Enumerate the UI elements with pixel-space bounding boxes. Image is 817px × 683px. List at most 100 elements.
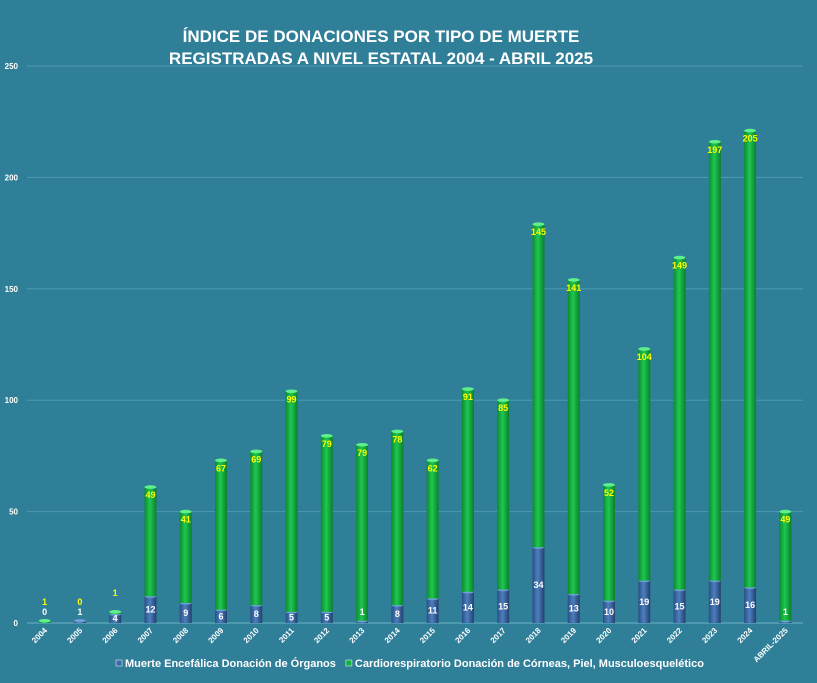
bar-muerte-encefalica (532, 547, 545, 623)
data-label-cardiorespiratorio: 79 (357, 448, 367, 458)
bar-muerte-encefalica (215, 609, 227, 623)
bar-muerte-encefalica (144, 596, 157, 623)
data-label-muerte-encefalica: 15 (498, 601, 508, 611)
data-label-cardiorespiratorio: 145 (531, 227, 546, 237)
data-label-cardiorespiratorio: 49 (780, 515, 790, 525)
x-tick-label: 2024 (736, 626, 755, 645)
bar-cap-cardiorespiratorio (532, 222, 545, 226)
bar-cardiorespiratorio (497, 400, 510, 590)
bar-cardiorespiratorio (320, 435, 333, 612)
data-label-muerte-encefalica: 5 (289, 612, 294, 622)
x-tick-label: 2016 (453, 626, 472, 645)
bar-cardiorespiratorio (673, 257, 686, 590)
bar-cap-cardiorespiratorio (603, 483, 615, 487)
y-tick-label: 0 (14, 619, 19, 628)
bar-cardiorespiratorio (603, 484, 615, 601)
data-label-cardiorespiratorio: 0 (77, 597, 82, 607)
data-label-cardiorespiratorio: 67 (216, 463, 226, 473)
data-label-muerte-encefalica: 0 (42, 607, 47, 617)
x-tick-label: 2018 (524, 626, 543, 645)
x-tick-label: 2004 (30, 626, 49, 645)
bar-cardiorespiratorio (285, 391, 298, 612)
bar-cap-cardiorespiratorio (285, 389, 298, 394)
data-label-cardiorespiratorio: 91 (463, 392, 473, 402)
bar-cardiorespiratorio (638, 348, 651, 581)
chart-title-line-1: ÍNDICE DE DONACIONES POR TIPO DE MUERTE (183, 27, 580, 46)
bar-cardiorespiratorio (426, 460, 439, 599)
bar-cap-cardiorespiratorio (638, 347, 651, 351)
bar-muerte-encefalica (673, 589, 686, 623)
y-tick-label: 200 (5, 173, 19, 182)
x-tick-label: 2017 (489, 626, 508, 645)
x-tick-label: 2013 (348, 626, 367, 645)
x-tick-label: 2022 (665, 626, 684, 645)
bar-muerte-encefalica (497, 589, 510, 623)
bar-muerte-encefalica (603, 600, 615, 623)
legend: Muerte Encefálica Donación de Órganos Car… (115, 657, 704, 670)
data-label-cardiorespiratorio: 205 (743, 134, 758, 144)
x-tick-label: 2012 (312, 626, 331, 645)
data-label-cardiorespiratorio: 104 (637, 352, 652, 362)
data-label-muerte-encefalica: 19 (639, 597, 649, 607)
bar-muerte-encefalica (744, 587, 757, 623)
data-label-muerte-encefalica: 15 (675, 601, 685, 611)
data-label-cardiorespiratorio: 49 (145, 490, 155, 500)
bar-cardiorespiratorio (744, 130, 757, 588)
y-tick-label: 50 (9, 508, 18, 517)
bar-cardiorespiratorio (532, 224, 545, 548)
data-labels: 0110411249941667869599579179878116214911… (42, 134, 790, 624)
x-tick-label: ABRIL-2025 (752, 626, 791, 665)
data-label-muerte-encefalica: 8 (395, 609, 400, 619)
data-label-cardiorespiratorio: 99 (287, 394, 297, 404)
data-label-muerte-encefalica: 8 (254, 609, 259, 619)
legend-label: Cardiorespiratorio Donación de Córneas, … (355, 658, 704, 670)
data-label-muerte-encefalica: 14 (463, 602, 473, 612)
bar-cap-cardiorespiratorio (708, 139, 721, 144)
data-label-muerte-encefalica: 1 (360, 607, 365, 617)
bar-cap-cardiorespiratorio (356, 442, 369, 447)
data-label-muerte-encefalica: 5 (324, 612, 329, 622)
x-tick-label: 2023 (700, 626, 719, 645)
bars (38, 128, 792, 623)
bar-cardiorespiratorio (356, 444, 369, 621)
bar-cardiorespiratorio (215, 460, 227, 610)
y-tick-label: 100 (5, 396, 19, 405)
data-label-cardiorespiratorio: 1 (42, 597, 47, 607)
bar-cap-cardiorespiratorio (497, 398, 510, 403)
data-label-muerte-encefalica: 16 (745, 600, 755, 610)
bar-muerte-encefalica (285, 611, 298, 623)
x-tick-label: 2021 (630, 626, 649, 645)
data-label-muerte-encefalica: 4 (113, 614, 118, 624)
bar-muerte-encefalica (638, 580, 651, 623)
x-tick-label: 2014 (383, 626, 402, 645)
bar-cardiorespiratorio (250, 451, 263, 606)
data-label-cardiorespiratorio: 41 (181, 515, 191, 525)
bar-cap-cardiorespiratorio (250, 449, 263, 454)
y-axis-ticks: 0 50 100 150 200 250 (5, 62, 19, 628)
bar-cap-cardiorespiratorio (391, 429, 404, 434)
x-tick-label: 2019 (559, 626, 578, 645)
data-label-muerte-encefalica: 13 (569, 604, 579, 614)
bar-cap-cardiorespiratorio (744, 128, 757, 133)
x-tick-label: 2008 (171, 626, 190, 645)
x-tick-label: 2020 (594, 626, 613, 645)
bar-cardiorespiratorio (779, 511, 792, 621)
bar-cardiorespiratorio (567, 279, 580, 595)
bar-muerte-encefalica (461, 591, 474, 623)
bar-cap-cardiorespiratorio (320, 434, 333, 438)
data-label-muerte-encefalica: 1 (77, 607, 82, 617)
bar-cap-muerte-encefalica (73, 619, 86, 623)
x-tick-label: 2005 (65, 626, 84, 645)
x-tick-label: 2010 (242, 626, 261, 645)
data-label-muerte-encefalica: 19 (710, 597, 720, 607)
data-label-muerte-encefalica: 6 (218, 611, 223, 621)
bar-cap-cardiorespiratorio (673, 255, 686, 260)
data-label-cardiorespiratorio: 141 (566, 283, 581, 293)
bar-muerte-encefalica (109, 614, 122, 623)
bar-cap-cardiorespiratorio (109, 610, 122, 614)
x-tick-label: 2015 (418, 626, 437, 645)
legend-label: Muerte Encefálica Donación de Órganos (125, 657, 336, 670)
x-tick-label: 2009 (206, 626, 225, 645)
bar-cap-cardiorespiratorio (179, 509, 192, 514)
